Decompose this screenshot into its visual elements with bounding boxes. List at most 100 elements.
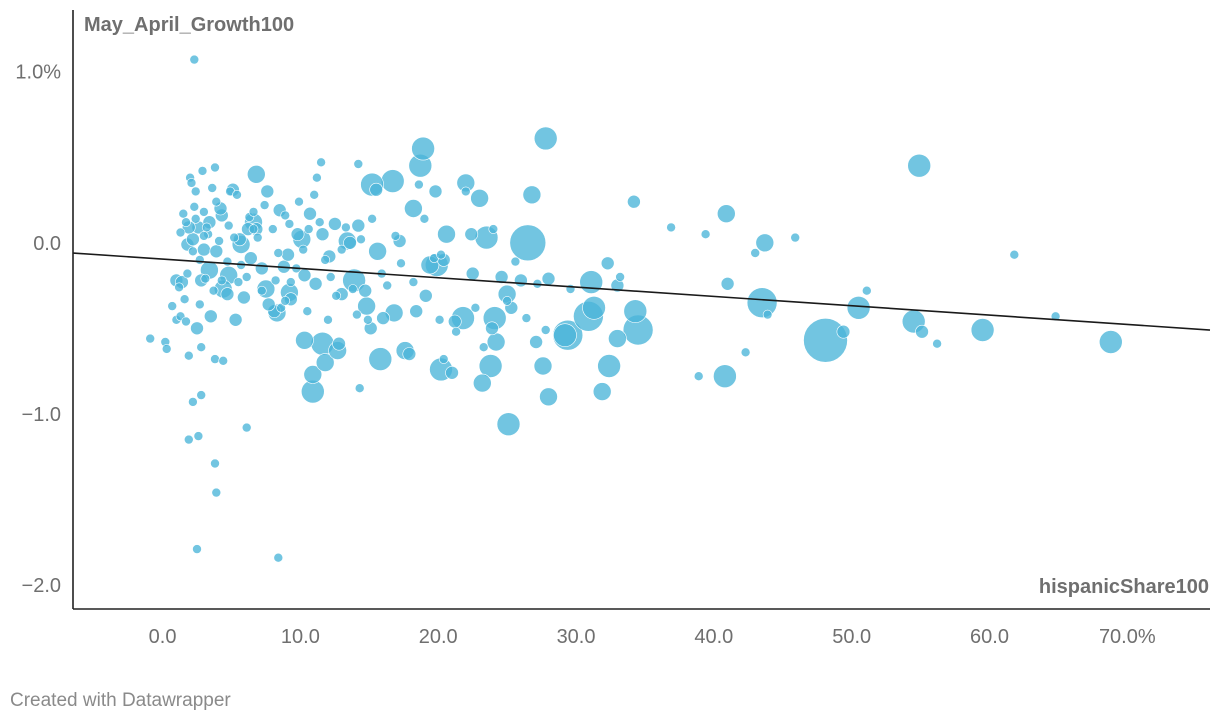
scatter-point <box>351 218 366 233</box>
scatter-point <box>211 487 222 498</box>
scatter-point <box>200 273 211 284</box>
scatter-point <box>846 295 871 320</box>
scatter-point <box>290 227 305 241</box>
x-tick-label: 70.0% <box>1099 626 1156 648</box>
scatter-point <box>309 190 320 200</box>
scatter-point <box>368 347 393 371</box>
scatter-point <box>267 224 278 234</box>
scatter-point <box>746 287 778 319</box>
scatter-point <box>207 183 217 193</box>
y-tick-labels: 1.0% 0.0 −1.0 −2.0 <box>15 62 61 597</box>
scatter-point <box>237 290 251 305</box>
scatter-point <box>623 299 648 324</box>
scatter-point <box>217 275 227 286</box>
scatter-point <box>539 387 558 407</box>
scatter-point <box>836 324 851 339</box>
scatter-point <box>244 251 258 266</box>
scatter-point <box>408 277 419 287</box>
scatter-point <box>666 222 676 233</box>
scatter-point <box>1009 249 1020 260</box>
scatter-point <box>196 390 206 400</box>
scatter-point <box>256 285 267 296</box>
scatter-point <box>220 287 235 301</box>
scatter-point <box>145 333 155 344</box>
scatter-point <box>204 309 218 324</box>
scatter-point <box>209 244 224 259</box>
scatter-point <box>188 246 198 257</box>
scatter-point <box>803 317 848 363</box>
scatter-point <box>316 157 326 168</box>
scatter-point <box>382 280 393 291</box>
x-tick-label: 0.0 <box>149 626 177 648</box>
scatter-point <box>464 227 479 241</box>
x-axis-title: hispanicShare100 <box>1039 576 1209 598</box>
scatter-point <box>190 186 201 197</box>
scatter-point <box>161 344 172 354</box>
scatter-point <box>298 244 309 255</box>
x-tick-label: 20.0 <box>419 626 458 648</box>
scatter-point <box>303 206 317 221</box>
scatter-point <box>210 458 220 469</box>
scatter-point <box>600 256 615 271</box>
scatter-point <box>308 276 323 291</box>
scatter-point <box>627 194 641 209</box>
scatter-point <box>470 302 481 313</box>
scatter-point <box>222 256 233 267</box>
scatter-point <box>1099 330 1123 354</box>
y-tick-label: 0.0 <box>33 233 61 255</box>
scatter-point <box>436 249 446 260</box>
scatter-point <box>369 182 384 197</box>
scatter-point <box>353 159 364 169</box>
scatter-point <box>228 312 243 327</box>
scatter-point <box>376 311 390 325</box>
scatter-point <box>331 290 342 301</box>
scatter-point <box>368 242 387 261</box>
scatter-point <box>273 248 284 258</box>
scatter-point <box>229 232 239 243</box>
scatter-point <box>907 153 932 178</box>
scatter-point <box>533 356 553 376</box>
scatter-point <box>716 204 736 223</box>
scatter-point <box>720 276 735 291</box>
scatter-point <box>186 178 197 188</box>
scatter-point <box>970 318 995 342</box>
scatter-point <box>190 214 201 224</box>
datawrapper-credit: Created with Datawrapper <box>10 690 231 711</box>
scatter-point <box>762 309 773 320</box>
x-tick-label: 30.0 <box>557 626 596 648</box>
scatter-point <box>465 266 480 281</box>
scatter-point <box>241 422 252 433</box>
scatter-point <box>402 347 417 361</box>
scatter-point <box>303 365 323 384</box>
scatter-point <box>218 355 228 366</box>
scatter-point <box>932 338 942 349</box>
scatter-point <box>201 222 212 233</box>
scatter-point <box>241 272 252 282</box>
scatter-point <box>314 217 325 227</box>
scatter-point <box>184 434 194 445</box>
x-tick-labels: 0.0 10.0 20.0 30.0 40.0 50.0 60.0 70.0% <box>149 626 1156 648</box>
scatter-point <box>232 190 242 200</box>
scatter-point <box>189 54 200 65</box>
scatter-point <box>174 282 184 293</box>
scatter-point <box>445 365 459 380</box>
scatter-point <box>434 314 445 325</box>
scatter-point <box>195 299 205 310</box>
x-tick-label: 50.0 <box>832 626 871 648</box>
scatter-point <box>195 255 205 265</box>
scatter-point <box>273 552 284 563</box>
scatter-point <box>502 296 512 306</box>
scatter-point <box>915 324 929 339</box>
scatter-point <box>428 184 443 199</box>
scatter-point <box>295 330 314 350</box>
scatter-point <box>514 273 528 288</box>
scatter-point <box>175 227 186 238</box>
scatter-point <box>447 314 462 329</box>
scatter-point <box>521 313 532 323</box>
scatter-point <box>280 296 291 306</box>
scatter-point <box>356 234 366 245</box>
scatter-point <box>294 196 304 207</box>
scatter-point <box>750 248 761 258</box>
scatter-point <box>1050 311 1061 322</box>
